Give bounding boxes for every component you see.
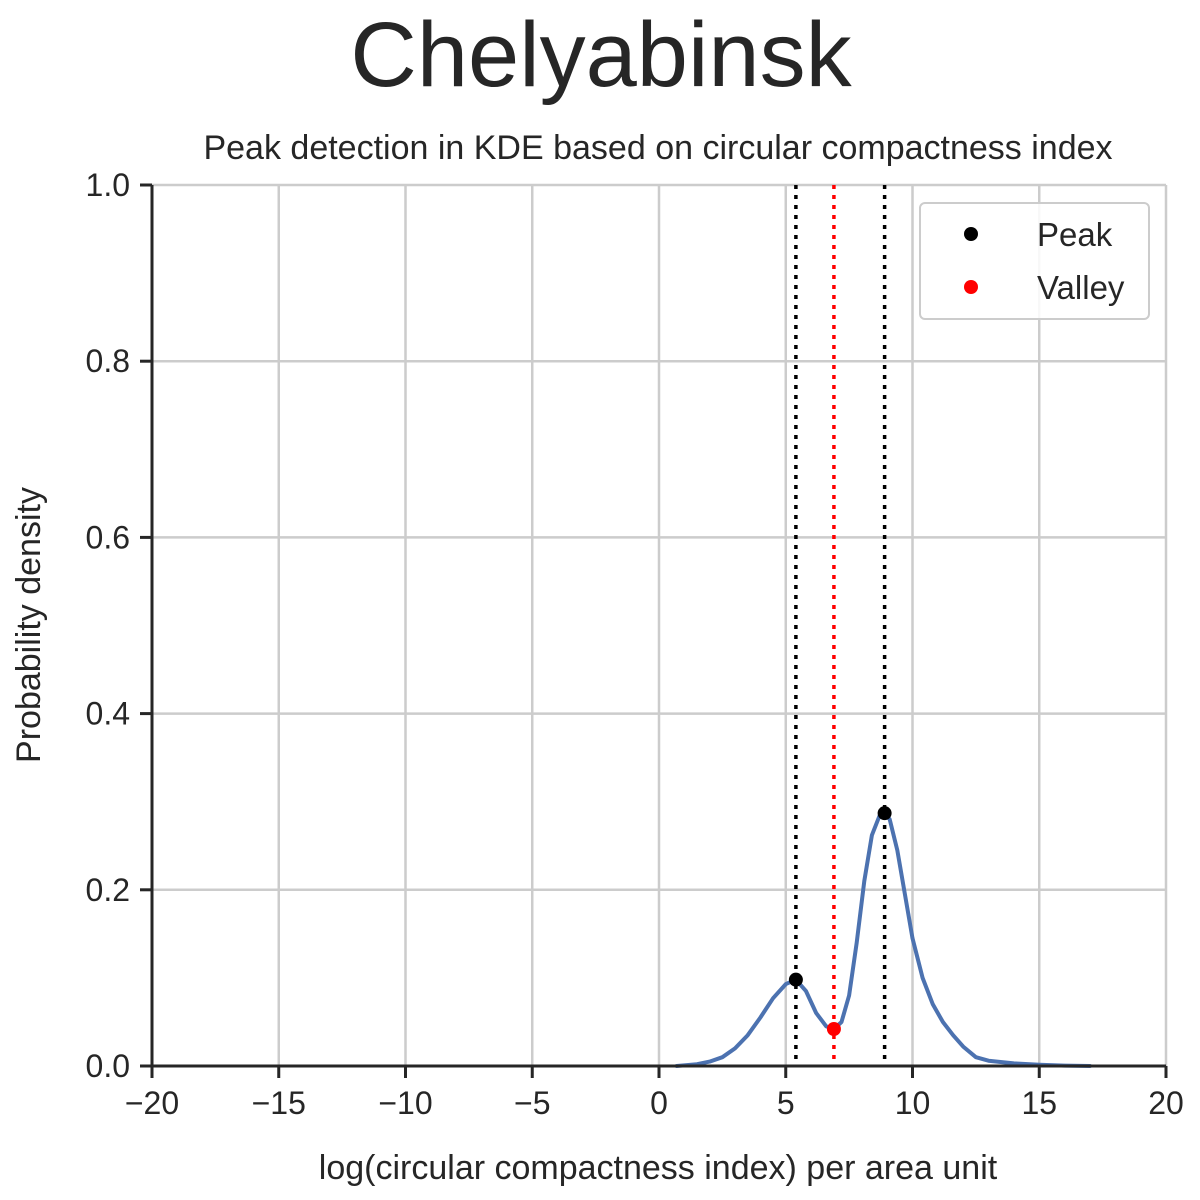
legend-label: Peak xyxy=(1037,216,1113,253)
x-tick-label: 5 xyxy=(777,1085,795,1121)
y-axis-label: Probability density xyxy=(10,487,48,763)
x-tick-label: −15 xyxy=(252,1085,306,1121)
kde-line xyxy=(674,811,1092,1068)
y-tick-label: 0.2 xyxy=(86,872,130,908)
suptitle: Chelyabinsk xyxy=(350,4,852,106)
x-tick-label: 20 xyxy=(1148,1085,1184,1121)
grid xyxy=(150,183,1168,1068)
y-tick-label: 1.0 xyxy=(86,167,130,203)
x-tick-label: 10 xyxy=(895,1085,931,1121)
legend-marker xyxy=(964,227,978,241)
series-layer xyxy=(674,811,1092,1068)
x-ticks: −20 −15 −10 −5 0 5 10 15 20 xyxy=(125,1066,1184,1121)
x-tick-label: 15 xyxy=(1021,1085,1057,1121)
y-tick-label: 0.0 xyxy=(86,1048,130,1084)
peak-point xyxy=(877,806,892,821)
y-tick-label: 0.6 xyxy=(86,519,130,555)
legend-marker xyxy=(964,280,978,294)
x-tick-label: −5 xyxy=(514,1085,550,1121)
legend: Peak Valley xyxy=(919,202,1150,320)
marker-lines xyxy=(794,185,887,1066)
legend-label: Valley xyxy=(1037,269,1125,306)
y-ticks: 0.0 0.2 0.4 0.6 0.8 1.0 xyxy=(86,167,152,1084)
y-tick-label: 0.8 xyxy=(86,343,130,379)
x-tick-label: −10 xyxy=(378,1085,432,1121)
x-tick-label: 0 xyxy=(650,1085,668,1121)
x-tick-label: −20 xyxy=(125,1085,179,1121)
points-layer xyxy=(788,806,892,1036)
valley-point xyxy=(826,1021,841,1036)
chart-title: Peak detection in KDE based on circular … xyxy=(203,129,1112,167)
peak-point xyxy=(788,972,803,987)
y-tick-label: 0.4 xyxy=(86,696,130,732)
x-axis-label: log(circular compactness index) per area… xyxy=(319,1149,998,1187)
